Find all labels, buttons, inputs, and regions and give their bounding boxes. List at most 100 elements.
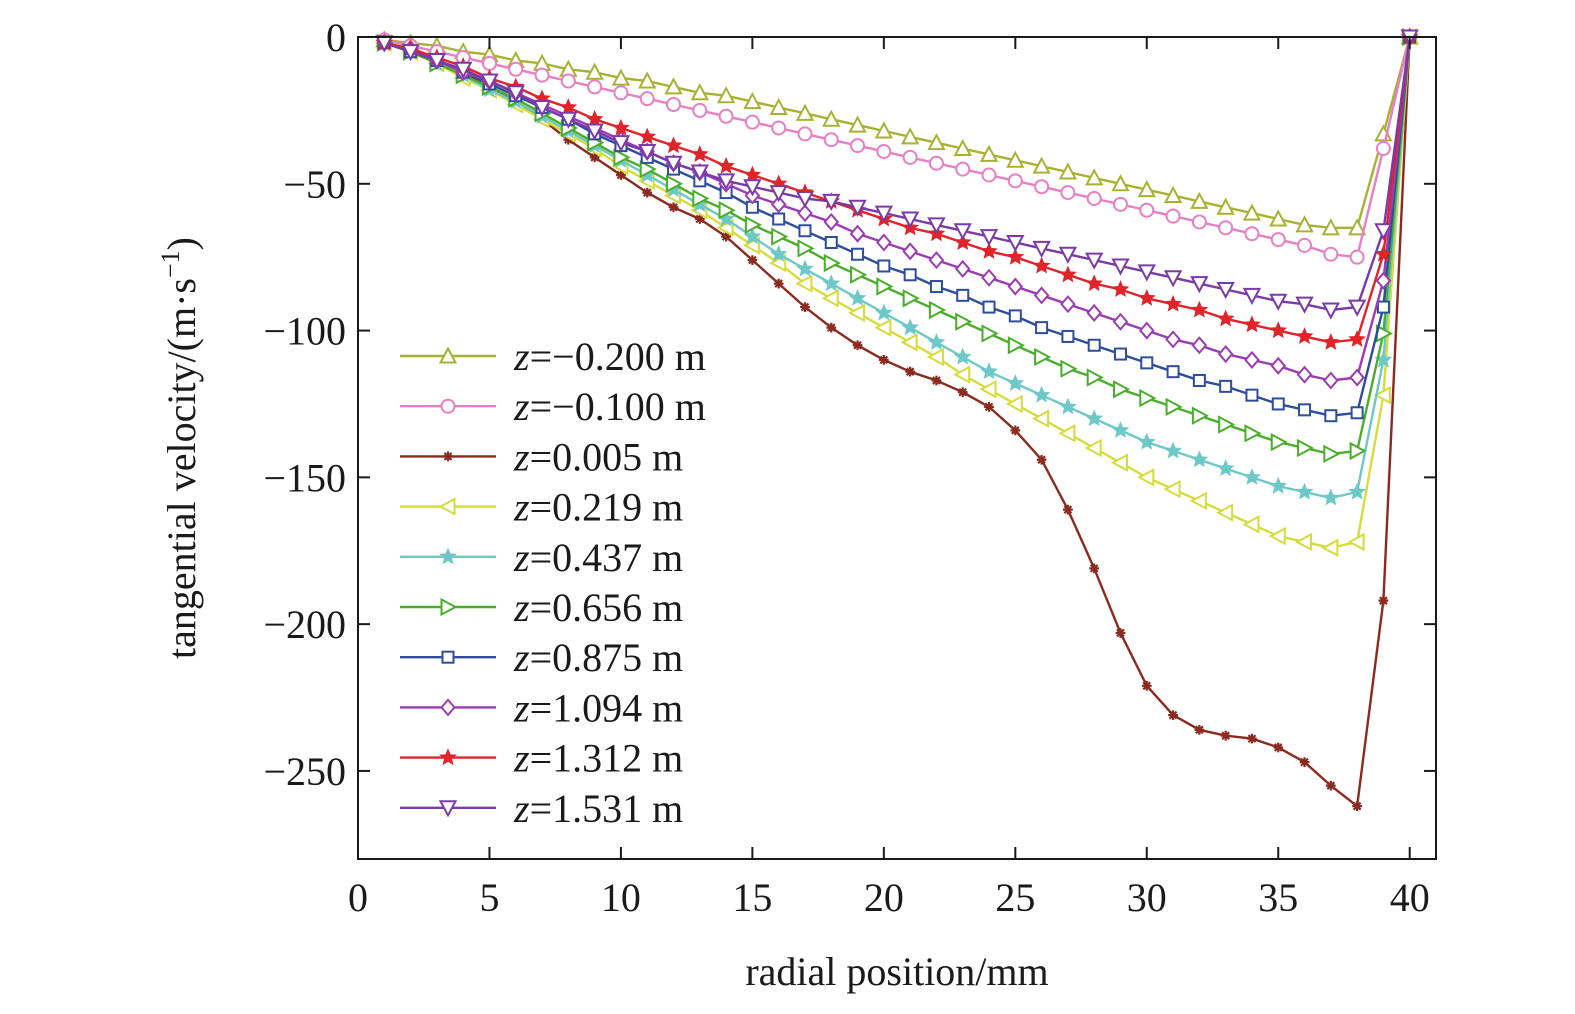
- data-point: [1349, 441, 1367, 461]
- legend-label: z=0.656 m: [513, 585, 683, 630]
- data-point: [1347, 218, 1367, 236]
- data-point: [1086, 190, 1102, 206]
- data-point: [1031, 409, 1050, 428]
- data-point: [955, 312, 973, 331]
- data-point: [1347, 532, 1365, 552]
- data-point: [638, 143, 657, 162]
- x-tick-label: 10: [601, 875, 641, 920]
- data-point: [927, 333, 946, 350]
- data-point: [1191, 336, 1208, 355]
- data-point: [1294, 532, 1313, 552]
- data-point: [481, 55, 497, 71]
- data-point: [690, 164, 709, 182]
- data-point: [1007, 173, 1023, 189]
- data-point: [980, 362, 998, 380]
- data-point: [771, 120, 787, 136]
- x-tick-label: 15: [732, 875, 772, 920]
- data-point: [611, 135, 631, 153]
- data-point: [1085, 252, 1104, 270]
- data-point: [639, 91, 655, 107]
- series-line-6: [383, 36, 1411, 456]
- data-point: [1244, 226, 1260, 242]
- data-point: [1190, 450, 1209, 468]
- data-point: [926, 347, 944, 367]
- data-point: [743, 179, 762, 197]
- data-point: [1242, 515, 1260, 534]
- data-point: [1166, 365, 1180, 379]
- legend-entry-2: z=−0.100 m: [400, 384, 706, 429]
- data-point: [666, 174, 684, 193]
- data-point: [1061, 329, 1075, 343]
- series-line-3: [384, 36, 1411, 808]
- data-point: [1163, 185, 1183, 204]
- series-9: [375, 27, 1419, 350]
- data-point: [984, 402, 994, 412]
- data-point: [770, 195, 787, 214]
- data-point: [642, 187, 653, 198]
- data-point: [798, 224, 812, 238]
- data-point: [718, 108, 734, 124]
- data-point: [850, 138, 866, 154]
- data-point: [823, 253, 841, 273]
- data-point: [1295, 482, 1314, 500]
- y-axis-title-sup: −1: [156, 250, 185, 278]
- legend-marker: [438, 800, 458, 818]
- legend-entry-8: z=1.094 m: [400, 685, 683, 730]
- data-point: [1270, 432, 1288, 452]
- data-point: [1216, 309, 1235, 327]
- data-point: [1163, 479, 1181, 499]
- legend-label-var: z: [513, 736, 530, 781]
- data-point: [1164, 294, 1182, 312]
- data-point: [953, 347, 972, 365]
- data-point: [769, 185, 788, 203]
- series-3: [379, 32, 1415, 812]
- data-point: [559, 98, 578, 115]
- data-point: [900, 127, 920, 145]
- x-tick-label: 35: [1258, 875, 1298, 920]
- data-point: [1374, 223, 1393, 241]
- data-point: [1190, 276, 1209, 294]
- data-point: [1218, 415, 1236, 434]
- data-point: [795, 274, 813, 293]
- legend-marker: [439, 547, 457, 565]
- data-point: [1086, 303, 1103, 322]
- data-point: [1347, 299, 1367, 317]
- data-point: [612, 118, 630, 136]
- legend-label-var: z: [513, 384, 530, 429]
- series-line-5: [383, 36, 1411, 500]
- data-point: [953, 138, 972, 157]
- legend-label-value: =0.656 m: [530, 585, 684, 630]
- data-point: [1032, 385, 1051, 403]
- data-point: [587, 79, 603, 95]
- data-point: [1243, 468, 1261, 485]
- data-point: [953, 233, 972, 251]
- data-point: [1111, 280, 1130, 297]
- series-line-9: [384, 36, 1411, 344]
- data-point: [1059, 265, 1077, 283]
- legend-label-var: z: [513, 485, 530, 530]
- data-point: [1244, 424, 1262, 443]
- legend-label-value: =0.875 m: [530, 635, 684, 680]
- data-point: [852, 340, 863, 351]
- data-point: [876, 233, 892, 252]
- data-point: [1219, 379, 1233, 393]
- legend-label-var: z: [513, 434, 530, 479]
- y-axis-title-end: ): [159, 237, 204, 250]
- data-point: [1111, 258, 1130, 276]
- data-point: [1373, 385, 1391, 405]
- data-point: [585, 123, 604, 141]
- legend-label: z=0.005 m: [513, 434, 683, 479]
- data-point: [1216, 503, 1234, 522]
- data-point: [927, 133, 946, 151]
- legend-entry-10: z=1.531 m: [400, 786, 683, 831]
- data-point: [1191, 214, 1207, 230]
- data-point: [1296, 365, 1313, 384]
- data-point: [1006, 247, 1025, 265]
- data-point: [690, 145, 709, 162]
- data-point: [1269, 321, 1288, 339]
- data-point: [1348, 330, 1366, 347]
- data-point: [744, 215, 763, 235]
- series-line-2: [384, 36, 1411, 259]
